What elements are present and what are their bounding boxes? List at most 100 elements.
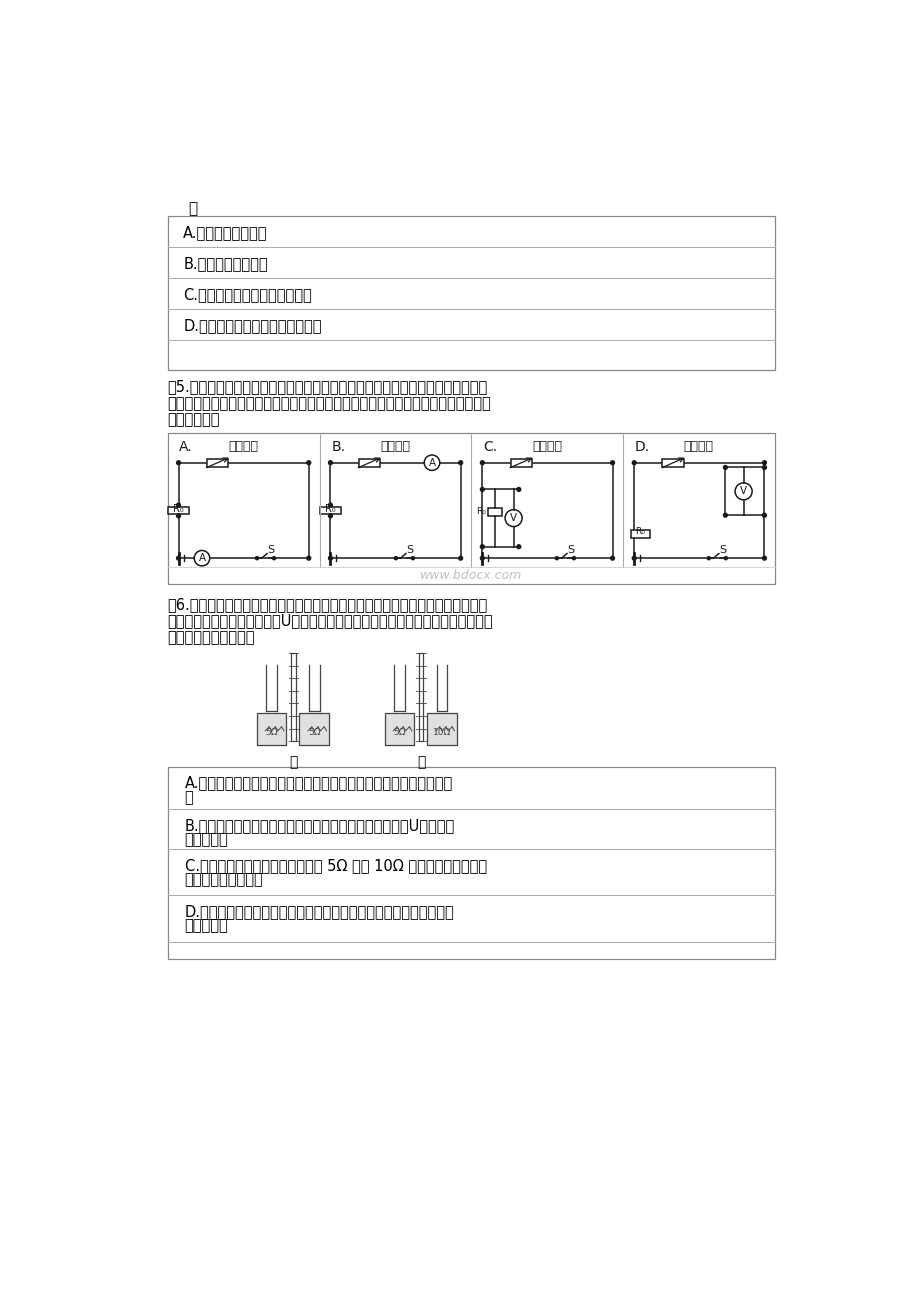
Circle shape <box>176 461 180 465</box>
Circle shape <box>610 556 614 560</box>
Text: 热敏电阻: 热敏电阻 <box>228 440 258 453</box>
Bar <box>299 713 329 745</box>
Circle shape <box>194 551 210 566</box>
Circle shape <box>459 556 462 560</box>
Bar <box>488 508 502 516</box>
Circle shape <box>734 483 752 500</box>
Text: 甲: 甲 <box>289 755 298 769</box>
Circle shape <box>572 557 575 560</box>
Text: A.　甲、乙实验只能分别用来研究电流产生的热量与电流和电阴的关: A. 甲、乙实验只能分别用来研究电流产生的热量与电流和电阴的关 <box>185 775 452 790</box>
Text: R₀: R₀ <box>324 504 335 513</box>
Text: A.: A. <box>179 440 193 453</box>
Text: V: V <box>509 513 516 523</box>
Text: S: S <box>566 546 573 556</box>
Text: C.　将甲实验密封容器外的电阴由 5Ω 换成 10Ω 也可以研究电流产生: C. 将甲实验密封容器外的电阴由 5Ω 换成 10Ω 也可以研究电流产生 <box>185 858 486 872</box>
Bar <box>426 713 456 745</box>
Circle shape <box>762 461 766 465</box>
Circle shape <box>762 513 766 517</box>
Circle shape <box>707 557 709 560</box>
Circle shape <box>176 556 180 560</box>
Text: 求的是（　）: 求的是（ ） <box>167 411 220 427</box>
Text: 热敏电阻: 热敏电阻 <box>683 440 713 453</box>
Bar <box>633 462 764 559</box>
Text: D.: D. <box>634 440 650 453</box>
Text: 5Ω: 5Ω <box>308 729 320 737</box>
Circle shape <box>631 461 636 465</box>
Text: 5Ω: 5Ω <box>265 729 278 737</box>
Text: 高度差更大: 高度差更大 <box>185 832 228 848</box>
Circle shape <box>762 556 766 560</box>
Circle shape <box>505 509 522 526</box>
Text: 阴内能增大: 阴内能增大 <box>185 918 228 934</box>
Text: 乙: 乙 <box>188 201 198 216</box>
Circle shape <box>723 557 727 560</box>
Bar <box>358 458 380 466</box>
Circle shape <box>306 461 311 465</box>
Circle shape <box>480 544 483 548</box>
Bar <box>256 713 286 745</box>
Text: 热敏电阻: 热敏电阻 <box>380 440 410 453</box>
Circle shape <box>306 556 311 560</box>
Text: D.　甲车向左运动、乙车向右运动: D. 甲车向左运动、乙车向右运动 <box>183 318 322 333</box>
Circle shape <box>328 503 332 506</box>
Circle shape <box>722 513 727 517</box>
Text: 映热敏电阴随环境温度变化的电路，要求温度升高时电表示数减小，以下电路符合要: 映热敏电阴随环境温度变化的电路，要求温度升高时电表示数减小，以下电路符合要 <box>167 396 491 410</box>
Circle shape <box>328 514 332 518</box>
Text: R₀: R₀ <box>476 508 485 517</box>
Text: www.bdocx.com: www.bdocx.com <box>420 569 522 582</box>
Circle shape <box>424 454 439 470</box>
Bar <box>167 506 189 514</box>
Text: C.: C. <box>482 440 496 453</box>
Circle shape <box>516 487 520 491</box>
Text: C.　一车先运动、另一车后运动: C. 一车先运动、另一车后运动 <box>183 288 312 302</box>
Text: S: S <box>267 546 274 556</box>
Text: 热敏电阻: 热敏电阻 <box>531 440 562 453</box>
Circle shape <box>328 556 332 560</box>
Text: 系: 系 <box>185 790 193 805</box>
Text: 乙: 乙 <box>417 755 425 769</box>
Text: D.　甲、乙实验装置通电后，密封容器内温度会升高，由于热传递电: D. 甲、乙实验装置通电后，密封容器内温度会升高，由于热传递电 <box>185 904 454 919</box>
Text: A.　两车都向左运动: A. 两车都向左运动 <box>183 225 267 241</box>
Text: 10Ω: 10Ω <box>433 729 450 737</box>
Bar <box>482 462 612 559</box>
Bar <box>319 506 341 514</box>
Circle shape <box>480 487 483 491</box>
Text: A: A <box>428 458 435 467</box>
Text: B.　乙实验通电一段时间后，由于液体的热胀冷缩，右侧U形管液柱: B. 乙实验通电一段时间后，由于液体的热胀冷缩，右侧U形管液柱 <box>185 818 455 833</box>
Circle shape <box>516 544 520 548</box>
Circle shape <box>555 557 558 560</box>
Circle shape <box>176 514 180 518</box>
Circle shape <box>610 461 614 465</box>
Circle shape <box>255 557 258 560</box>
Text: A: A <box>199 553 205 564</box>
Circle shape <box>328 461 332 465</box>
Text: 列说法正确的是（　）: 列说法正确的是（ ） <box>167 630 255 644</box>
Bar <box>510 458 532 466</box>
Circle shape <box>480 461 483 465</box>
Circle shape <box>762 466 766 470</box>
Text:  6.如图是探究电流通过导体时产生热的多少与哪些因素有关的实验装置。两个透:  6.如图是探究电流通过导体时产生热的多少与哪些因素有关的实验装置。两个透 <box>167 598 487 612</box>
Bar <box>630 530 649 538</box>
Bar <box>167 216 775 370</box>
Bar <box>662 458 684 466</box>
Text: R₀: R₀ <box>173 504 184 513</box>
Circle shape <box>631 556 636 560</box>
Circle shape <box>394 557 397 560</box>
Circle shape <box>722 466 727 470</box>
Bar <box>167 767 775 958</box>
Text: 5Ω: 5Ω <box>392 729 405 737</box>
Circle shape <box>272 557 276 560</box>
Text:  5.热敏电阴的阴值是随环境温度的增大而减小的．要想设计一个通过电表示数反:  5.热敏电阴的阴值是随环境温度的增大而减小的．要想设计一个通过电表示数反 <box>167 380 487 395</box>
Bar <box>384 713 414 745</box>
Circle shape <box>459 461 462 465</box>
Circle shape <box>411 557 414 560</box>
Circle shape <box>176 503 180 506</box>
Bar <box>178 462 309 559</box>
Text: 明容器中密封着等量的空气，U形管中液面高度的变化反映密闭空气温度的变化。下: 明容器中密封着等量的空气，U形管中液面高度的变化反映密闭空气温度的变化。下 <box>167 613 493 629</box>
Bar <box>167 434 775 583</box>
Bar <box>330 462 460 559</box>
Text: B.: B. <box>331 440 345 453</box>
Circle shape <box>480 556 483 560</box>
Text: B.　两车都向右运动: B. 两车都向右运动 <box>183 256 267 271</box>
Text: R₀: R₀ <box>635 527 645 536</box>
